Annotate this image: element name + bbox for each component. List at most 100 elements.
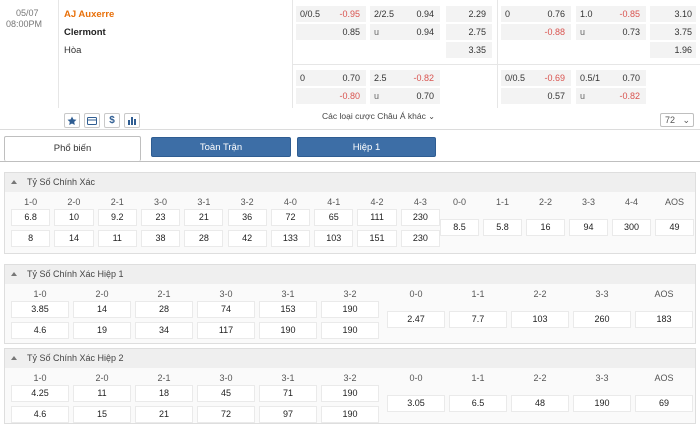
odds-box[interactable]: 153 [259,301,317,318]
odds-box[interactable]: 21 [184,209,224,226]
odds-cell[interactable]: 2.75 [446,24,492,40]
odds-cell[interactable]: -0.80 [296,88,366,104]
odds-cell[interactable]: 2.29 [446,6,492,22]
home-team[interactable]: AJ Auxerre [64,9,115,20]
odds-cell[interactable]: 0.5/1 0.70 [576,70,646,86]
star-icon[interactable] [64,113,80,128]
odds-box[interactable]: 190 [573,395,631,412]
odds-cell[interactable]: u 0.70 [370,88,440,104]
odds-box[interactable]: 97 [259,406,317,423]
odds-box[interactable]: 190 [259,322,317,339]
odds-box[interactable]: 14 [54,230,94,247]
odds-cell[interactable]: 0/0.5 -0.95 [296,6,366,22]
odds-cell[interactable]: 0 0.70 [296,70,366,86]
odds-box[interactable]: 45 [197,385,255,402]
odds-box[interactable]: 38 [140,230,181,247]
odds-box[interactable]: 28 [184,230,224,247]
odds-box[interactable]: 3.85 [11,301,69,318]
odds-box[interactable]: 190 [321,322,379,339]
more-markets-link[interactable]: Các loại cược Châu Á khác ⌄ [322,111,435,121]
odds-cell[interactable]: u 0.94 [370,24,440,40]
odds-box[interactable]: 8.5 [440,219,479,236]
odds-box[interactable]: 103 [314,230,354,247]
odds-cell[interactable]: 2/2.5 0.94 [370,6,440,22]
odds-box[interactable]: 23 [140,209,181,226]
tab-full-match[interactable]: Toàn Trận [151,137,291,157]
odds-box[interactable]: 36 [227,209,267,226]
odds-box[interactable]: 4.6 [11,406,69,423]
away-team[interactable]: Clermont [64,27,106,38]
odds-box[interactable]: 103 [511,311,569,328]
odds-box[interactable]: 72 [270,209,311,226]
collapse-icon[interactable] [11,356,17,360]
tab-first-half[interactable]: Hiệp 1 [297,137,436,157]
dollar-icon[interactable]: $ [104,113,120,128]
odds-box[interactable]: 6.8 [11,209,51,226]
odds-box[interactable]: 72 [197,406,255,423]
odds-cell[interactable]: 0.57 [501,88,571,104]
odds-box[interactable]: 69 [635,395,693,412]
odds-box[interactable]: 151 [357,230,397,247]
odds-box[interactable]: 28 [135,301,193,318]
odds-box[interactable]: 49 [655,219,694,236]
odds-box[interactable]: 9.2 [97,209,137,226]
odds-box[interactable]: 42 [227,230,267,247]
odds-box[interactable]: 260 [573,311,631,328]
odds-box[interactable]: 16 [526,219,565,236]
more-markets-label: Các loại cược Châu Á khác [322,111,426,121]
odds-cell[interactable]: u 0.73 [576,24,646,40]
odds-box[interactable]: 4.25 [11,385,69,402]
odds-box[interactable]: 5.8 [483,219,522,236]
odds-box[interactable]: 34 [135,322,193,339]
collapse-icon[interactable] [11,180,17,184]
odds-box[interactable]: 190 [321,385,379,402]
odds-cell[interactable]: 1.96 [650,42,696,58]
odds-box[interactable]: 15 [73,406,131,423]
odds-box[interactable]: 65 [314,209,354,226]
card-icon[interactable] [84,113,100,128]
odds-box[interactable]: 190 [321,301,379,318]
odds-box[interactable]: 10 [54,209,94,226]
odds-box[interactable]: 19 [73,322,131,339]
odds-box[interactable]: 94 [569,219,608,236]
odds-box[interactable]: 18 [135,385,193,402]
odds-box[interactable]: 190 [321,406,379,423]
odds-box[interactable]: 3.05 [387,395,445,412]
page-select[interactable]: 72 ⌄ [660,113,694,127]
odds-cell[interactable]: u -0.82 [576,88,646,104]
chart-icon[interactable] [124,113,140,128]
odds-box[interactable]: 8 [11,230,51,247]
odds-box[interactable]: 11 [73,385,131,402]
odds-box[interactable]: 117 [197,322,255,339]
odds-box[interactable]: 6.5 [449,395,507,412]
section-header[interactable]: Tỷ Số Chính Xác Hiệp 2 [5,349,695,368]
odds-box[interactable]: 111 [357,209,397,226]
odds-box[interactable]: 48 [511,395,569,412]
collapse-icon[interactable] [11,272,17,276]
odds-cell[interactable]: 1.0 -0.85 [576,6,646,22]
odds-box[interactable]: 300 [612,219,651,236]
odds-cell[interactable]: -0.88 [501,24,571,40]
odds-box[interactable]: 133 [270,230,311,247]
odds-cell[interactable]: 0 0.76 [501,6,571,22]
odds-cell[interactable]: 2.5 -0.82 [370,70,440,86]
odds-box[interactable]: 2.47 [387,311,445,328]
odds-box[interactable]: 230 [400,230,440,247]
odds-cell[interactable]: 3.35 [446,42,492,58]
odds-box[interactable]: 71 [259,385,317,402]
odds-box[interactable]: 230 [400,209,440,226]
odds-cell[interactable]: 0.85 [296,24,366,40]
odds-cell[interactable]: 3.10 [650,6,696,22]
odds-box[interactable]: 74 [197,301,255,318]
odds-box[interactable]: 21 [135,406,193,423]
odds-box[interactable]: 14 [73,301,131,318]
section-header[interactable]: Tỷ Số Chính Xác Hiệp 1 [5,265,695,284]
odds-box[interactable]: 11 [97,230,137,247]
odds-box[interactable]: 183 [635,311,693,328]
odds-cell[interactable]: 0/0.5 -0.69 [501,70,571,86]
odds-box[interactable]: 4.6 [11,322,69,339]
section-header[interactable]: Tỷ Số Chính Xác [5,173,695,192]
tab-popular[interactable]: Phổ biến [4,136,141,161]
odds-cell[interactable]: 3.75 [650,24,696,40]
odds-box[interactable]: 7.7 [449,311,507,328]
